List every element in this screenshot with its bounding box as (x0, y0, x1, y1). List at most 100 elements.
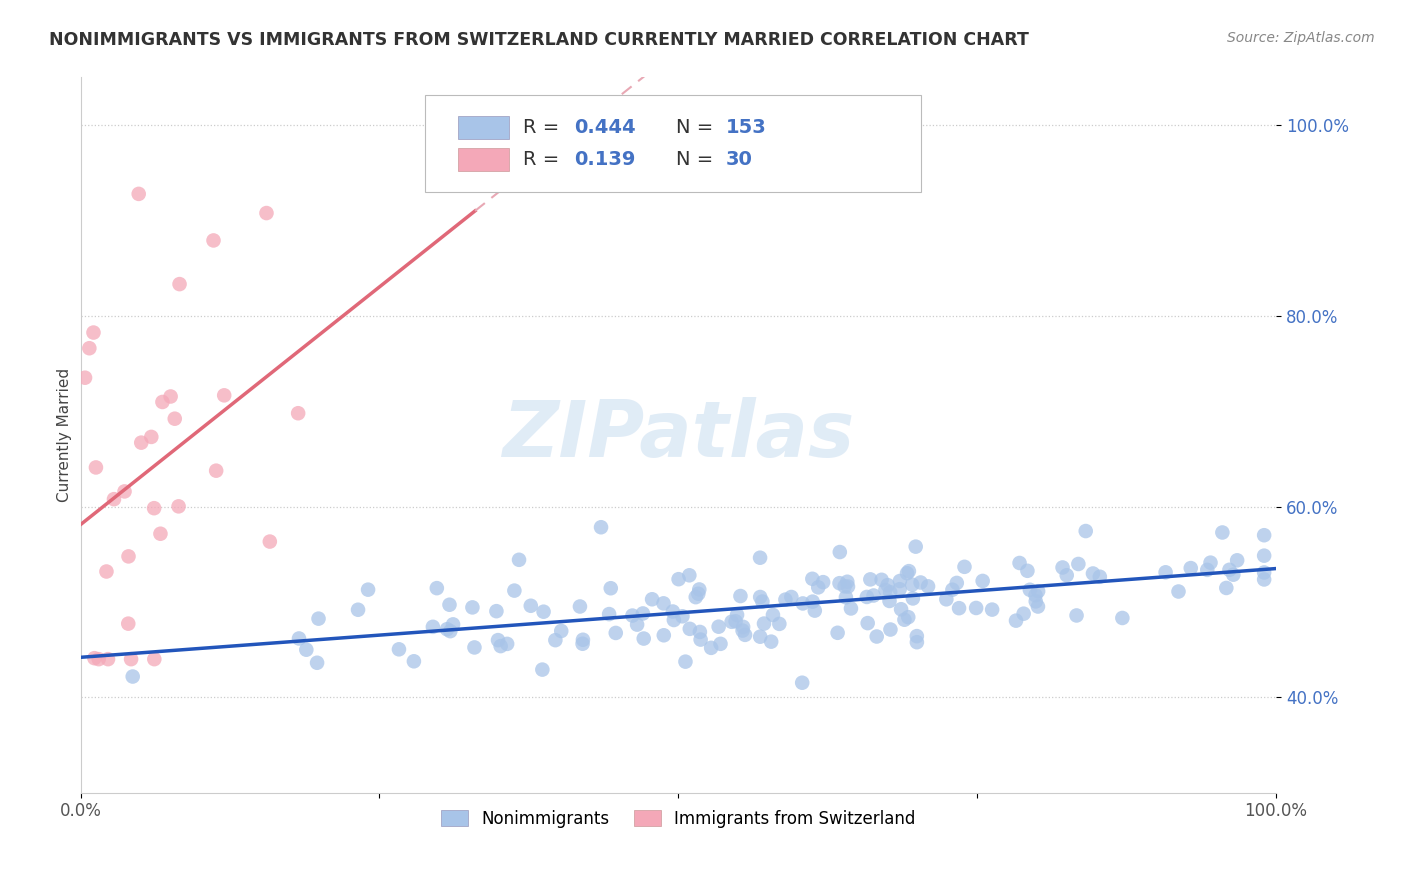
Point (828, 545, 851, 559)
Point (700, 640, 723, 655)
Point (827, 625, 849, 640)
Point (804, 604, 827, 618)
Point (896, 566, 918, 581)
Point (87, 652, 110, 666)
Point (1025, 594, 1047, 608)
Point (917, 579, 939, 593)
Point (679, 622, 702, 636)
Point (897, 610, 920, 624)
Text: R =: R = (523, 150, 565, 169)
Point (159, 389, 181, 403)
Point (503, 583, 526, 598)
Point (792, 597, 814, 611)
Point (862, 589, 884, 603)
Point (671, 609, 693, 624)
Point (876, 578, 898, 592)
Point (79, 341, 101, 355)
Point (568, 599, 591, 614)
Point (117, 549, 139, 564)
Point (441, 617, 464, 632)
Point (202, 234, 225, 248)
Point (1215, 581, 1237, 595)
Point (1218, 563, 1240, 577)
Point (972, 574, 994, 588)
Point (73, 370, 96, 384)
Point (910, 575, 932, 590)
Point (1026, 599, 1049, 614)
Point (141, 430, 163, 444)
Point (752, 616, 775, 631)
Point (1005, 614, 1028, 628)
Point (981, 602, 1004, 616)
Point (941, 582, 963, 597)
Point (307, 656, 329, 670)
Point (589, 520, 612, 534)
Point (707, 620, 730, 634)
Point (149, 526, 172, 541)
Text: 0.444: 0.444 (574, 118, 636, 137)
Point (1167, 584, 1189, 599)
Point (152, 395, 174, 409)
Point (1197, 563, 1219, 577)
Point (1026, 584, 1049, 599)
Point (652, 596, 675, 610)
Text: NONIMMIGRANTS VS IMMIGRANTS FROM SWITZERLAND CURRENTLY MARRIED CORRELATION CHART: NONIMMIGRANTS VS IMMIGRANTS FROM SWITZER… (49, 31, 1029, 49)
Point (725, 607, 748, 622)
Point (633, 632, 655, 646)
Point (1066, 608, 1088, 623)
Point (485, 604, 508, 618)
Point (422, 620, 444, 634)
Point (508, 553, 530, 567)
Point (879, 585, 901, 599)
Point (768, 616, 790, 631)
Point (807, 580, 830, 594)
Point (439, 598, 461, 612)
Point (801, 572, 824, 586)
Point (734, 628, 756, 642)
Point (1024, 588, 1046, 602)
Point (461, 600, 484, 615)
Point (626, 617, 648, 632)
Point (287, 406, 309, 420)
Point (879, 594, 901, 608)
Point (439, 624, 461, 639)
Point (103, 492, 125, 507)
Point (295, 642, 318, 657)
Point (897, 564, 920, 578)
Point (531, 663, 554, 677)
Point (731, 624, 754, 638)
Point (631, 607, 654, 621)
Point (905, 635, 928, 649)
Point (436, 622, 458, 636)
Point (1012, 607, 1035, 621)
Point (114, 484, 136, 499)
Point (762, 607, 785, 622)
Text: Source: ZipAtlas.com: Source: ZipAtlas.com (1227, 31, 1375, 45)
Point (904, 540, 927, 554)
Point (689, 632, 711, 647)
Point (792, 675, 814, 690)
Point (212, 388, 235, 402)
Point (834, 579, 856, 593)
Point (856, 590, 879, 604)
Point (120, 652, 142, 666)
Point (1222, 567, 1244, 582)
Point (780, 590, 803, 604)
Point (652, 628, 675, 642)
Point (889, 574, 911, 588)
Point (496, 637, 519, 651)
Point (1081, 566, 1104, 581)
Text: N =: N = (676, 150, 720, 169)
Point (749, 590, 772, 604)
Point (879, 623, 901, 637)
Point (662, 605, 685, 619)
Point (288, 632, 311, 646)
Point (801, 594, 824, 608)
Bar (458, 116, 509, 139)
Point (520, 599, 543, 613)
Point (1199, 556, 1222, 570)
Point (675, 655, 697, 669)
Point (163, 411, 186, 425)
Point (1211, 525, 1233, 540)
Point (688, 582, 710, 597)
